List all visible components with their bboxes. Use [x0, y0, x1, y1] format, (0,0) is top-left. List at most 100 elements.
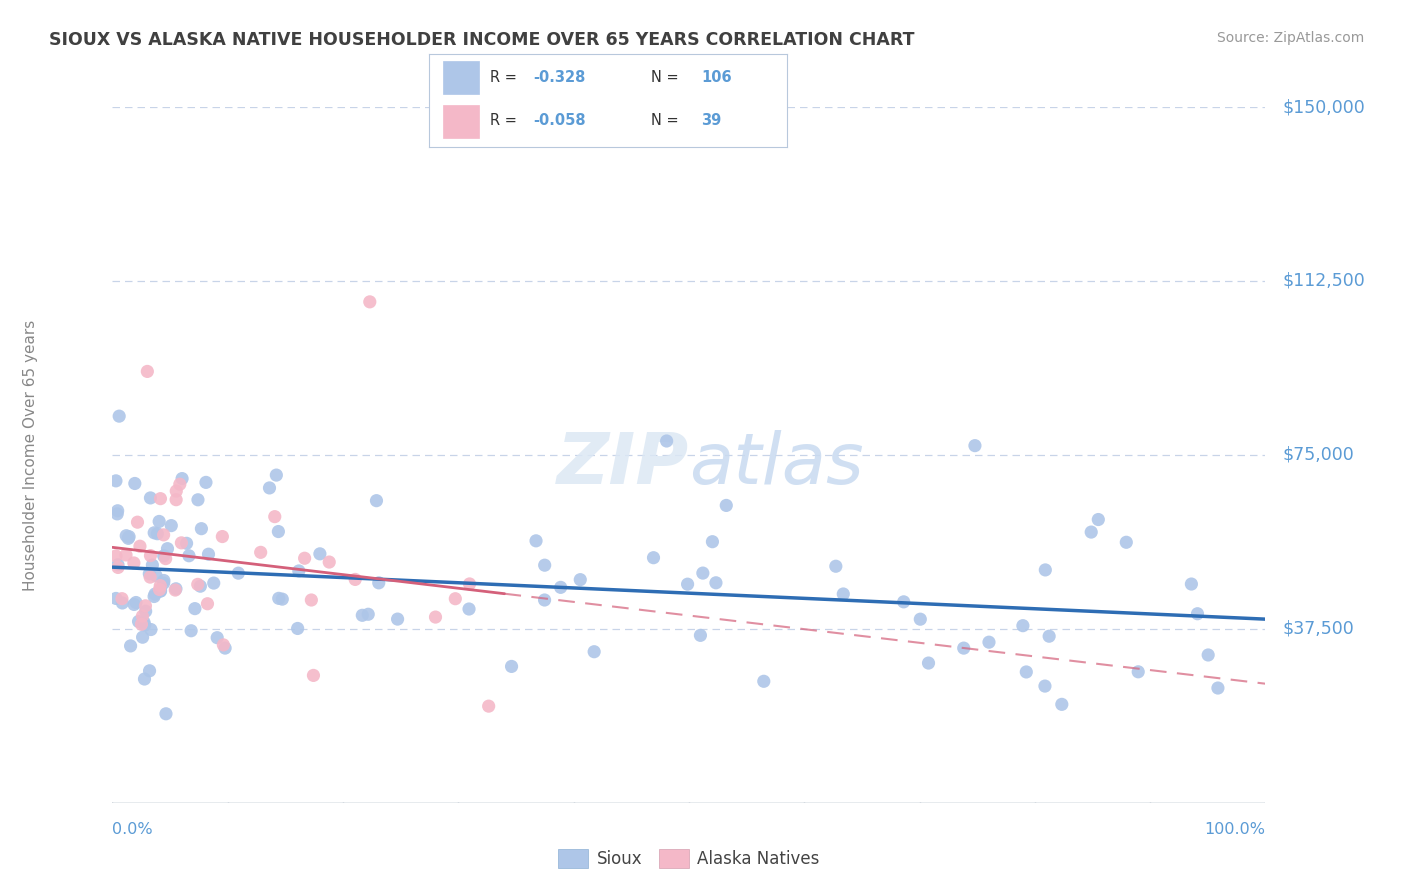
Point: [152, 549, 174, 563]
Point: [1033, 679, 1056, 693]
Text: -0.058: -0.058: [533, 113, 585, 128]
Point: [752, 674, 775, 689]
Point: [156, 541, 179, 556]
Point: [149, 491, 172, 506]
Point: [1206, 681, 1229, 695]
Point: [1012, 618, 1035, 632]
Point: [1033, 563, 1056, 577]
Point: [302, 668, 325, 682]
Point: [1128, 665, 1150, 679]
Point: [344, 573, 367, 587]
Point: [139, 491, 162, 505]
Point: [134, 599, 156, 613]
Text: ZIP: ZIP: [557, 430, 689, 499]
Point: [249, 545, 271, 559]
Point: [108, 409, 131, 424]
Point: [138, 664, 160, 678]
Point: [583, 645, 606, 659]
Point: [1080, 525, 1102, 540]
Point: [1015, 665, 1038, 679]
Point: [187, 492, 209, 507]
Point: [676, 577, 699, 591]
Point: [458, 577, 481, 591]
Point: [202, 576, 225, 591]
Point: [146, 526, 169, 541]
Point: [550, 580, 572, 594]
Point: [702, 534, 724, 549]
Point: [366, 493, 388, 508]
Text: Source: ZipAtlas.com: Source: ZipAtlas.com: [1216, 31, 1364, 45]
Point: [359, 294, 381, 309]
Point: [569, 573, 592, 587]
Point: [152, 528, 174, 542]
Point: [172, 472, 194, 486]
Point: [501, 659, 523, 673]
Point: [287, 622, 309, 636]
Point: [228, 566, 250, 581]
Point: [128, 615, 150, 629]
Text: atlas: atlas: [689, 430, 863, 499]
Point: [824, 559, 846, 574]
Point: [190, 522, 212, 536]
Point: [152, 576, 174, 591]
Point: [141, 558, 163, 572]
Point: [910, 612, 932, 626]
Text: $112,500: $112,500: [1282, 272, 1365, 290]
Point: [267, 524, 290, 539]
Point: [139, 570, 162, 584]
Point: [118, 530, 141, 544]
Point: [131, 617, 153, 632]
Point: [115, 529, 138, 543]
Point: [135, 604, 157, 618]
Point: [132, 615, 155, 630]
Point: [134, 618, 156, 632]
Point: [165, 582, 187, 597]
Text: 0.0%: 0.0%: [112, 822, 153, 837]
Point: [318, 555, 340, 569]
Bar: [443, 61, 479, 94]
Point: [1050, 698, 1073, 712]
Point: [105, 507, 128, 521]
Point: [211, 530, 233, 544]
Point: [963, 439, 986, 453]
Point: [205, 631, 228, 645]
Point: [124, 476, 146, 491]
Point: [952, 641, 974, 656]
Point: [143, 587, 166, 601]
Point: [111, 591, 134, 606]
Point: [139, 623, 162, 637]
Point: [271, 592, 294, 607]
Point: [1180, 577, 1202, 591]
Point: [120, 639, 142, 653]
Point: [107, 560, 129, 574]
Point: [129, 539, 152, 553]
Point: [145, 568, 167, 582]
Point: [259, 481, 281, 495]
Point: [107, 504, 129, 518]
Point: [138, 566, 160, 581]
Point: [917, 656, 939, 670]
Point: [184, 601, 207, 615]
Point: [180, 624, 202, 638]
Point: [716, 499, 738, 513]
Point: [367, 575, 389, 590]
Point: [117, 532, 139, 546]
Point: [533, 593, 555, 607]
Text: -0.328: -0.328: [533, 70, 585, 85]
Point: [294, 551, 316, 566]
Point: [149, 583, 172, 598]
Point: [115, 548, 138, 562]
Text: $75,000: $75,000: [1282, 446, 1354, 464]
Text: N =: N =: [651, 113, 683, 128]
Point: [127, 515, 149, 529]
Point: [153, 574, 176, 588]
Point: [149, 579, 172, 593]
Point: [893, 595, 915, 609]
Point: [165, 484, 187, 499]
Text: N =: N =: [651, 70, 683, 85]
Point: [267, 591, 290, 606]
Point: [155, 706, 177, 721]
Point: [139, 549, 162, 563]
Text: $150,000: $150,000: [1282, 98, 1365, 116]
Text: 39: 39: [702, 113, 721, 128]
